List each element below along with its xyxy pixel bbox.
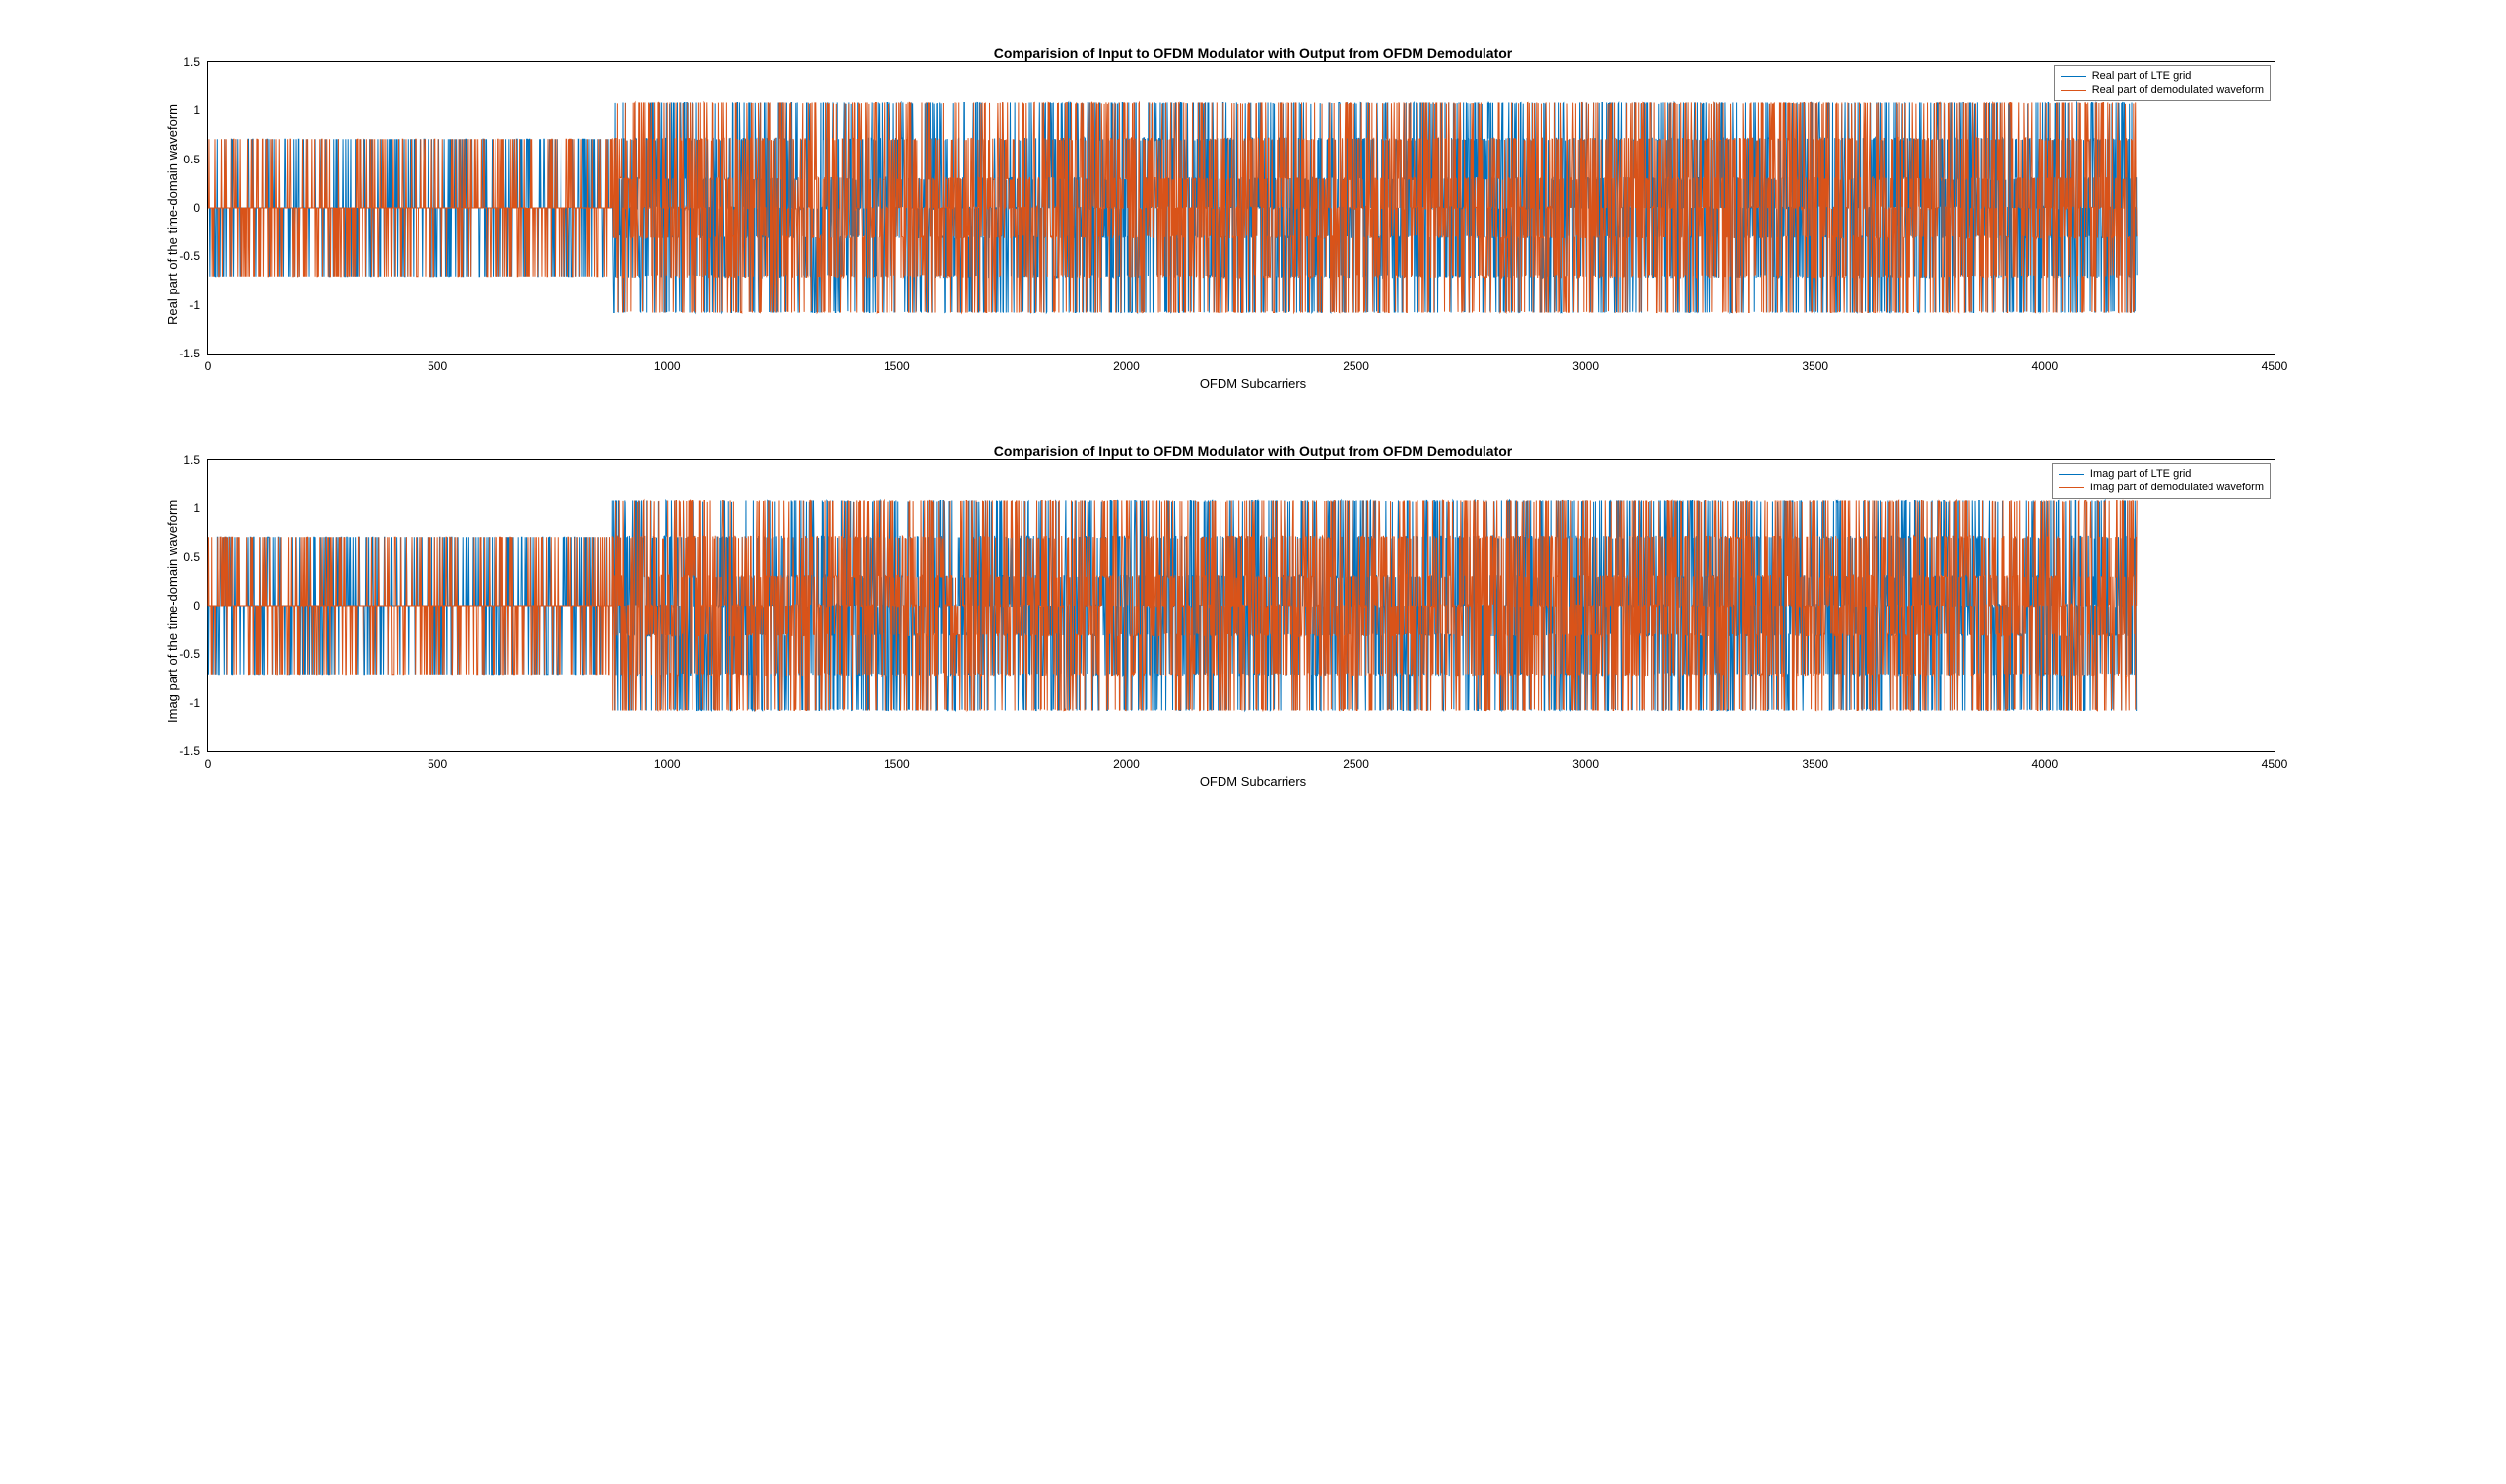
xtick: 2000 (1113, 751, 1140, 771)
ytick: -0.5 (179, 249, 208, 263)
xtick: 4000 (2032, 751, 2059, 771)
legend-label: Real part of LTE grid (2092, 69, 2192, 83)
ytick: 1.5 (183, 55, 208, 69)
legend-item: Imag part of demodulated waveform (2059, 481, 2264, 494)
legend-swatch-icon (2059, 474, 2084, 475)
xtick: 1500 (884, 751, 910, 771)
legend-item: Real part of demodulated waveform (2061, 83, 2264, 97)
ytick: 0.5 (183, 550, 208, 564)
ytick: -0.5 (179, 647, 208, 661)
ytick: 0 (193, 599, 208, 613)
xtick: 0 (205, 354, 212, 373)
xtick: 3000 (1572, 354, 1599, 373)
xtick: 2500 (1343, 751, 1369, 771)
ytick: -1 (189, 696, 208, 710)
xtick: 3500 (1802, 354, 1828, 373)
subplot-imag-axes: 1.5 1 0.5 0 -0.5 -1 -1.5 0 500 1000 1500… (207, 459, 2275, 752)
subplot-real-xlabel: OFDM Subcarriers (0, 376, 2506, 391)
subplot-real-legend: Real part of LTE grid Real part of demod… (2054, 65, 2271, 101)
legend-swatch-icon (2061, 76, 2086, 77)
xtick: 3500 (1802, 751, 1828, 771)
xtick: 500 (428, 751, 447, 771)
ytick: 1 (193, 103, 208, 117)
subplot-imag-legend: Imag part of LTE grid Imag part of demod… (2052, 463, 2271, 499)
xtick: 4500 (2262, 354, 2288, 373)
legend-item: Real part of LTE grid (2061, 69, 2264, 83)
ytick: 0.5 (183, 153, 208, 166)
xtick: 1000 (654, 354, 681, 373)
xtick: 4500 (2262, 751, 2288, 771)
xtick: 2000 (1113, 354, 1140, 373)
legend-item: Imag part of LTE grid (2059, 467, 2264, 481)
legend-label: Imag part of demodulated waveform (2090, 481, 2264, 494)
legend-label: Imag part of LTE grid (2090, 467, 2192, 481)
ytick: 1.5 (183, 453, 208, 467)
legend-swatch-icon (2061, 90, 2086, 91)
xtick: 500 (428, 354, 447, 373)
subplot-imag-title: Comparision of Input to OFDM Modulator w… (0, 443, 2506, 459)
subplot-imag-xlabel: OFDM Subcarriers (0, 774, 2506, 789)
subplot-real-ylabel: Real part of the time-domain waveform (165, 104, 180, 325)
ytick: 0 (193, 201, 208, 215)
figure: Comparision of Input to OFDM Modulator w… (0, 0, 2506, 1484)
ytick: 1 (193, 501, 208, 515)
subplot-real-waveform (208, 62, 2275, 354)
xtick: 0 (205, 751, 212, 771)
xtick: 3000 (1572, 751, 1599, 771)
subplot-real-axes: 1.5 1 0.5 0 -0.5 -1 -1.5 0 500 1000 1500… (207, 61, 2275, 355)
legend-label: Real part of demodulated waveform (2092, 83, 2264, 97)
legend-swatch-icon (2059, 487, 2084, 488)
subplot-imag-ylabel: Imag part of the time-domain waveform (165, 500, 180, 723)
xtick: 4000 (2032, 354, 2059, 373)
subplot-real-title: Comparision of Input to OFDM Modulator w… (0, 45, 2506, 61)
xtick: 1500 (884, 354, 910, 373)
ytick: -1 (189, 298, 208, 312)
subplot-imag-waveform (208, 460, 2275, 751)
xtick: 2500 (1343, 354, 1369, 373)
xtick: 1000 (654, 751, 681, 771)
